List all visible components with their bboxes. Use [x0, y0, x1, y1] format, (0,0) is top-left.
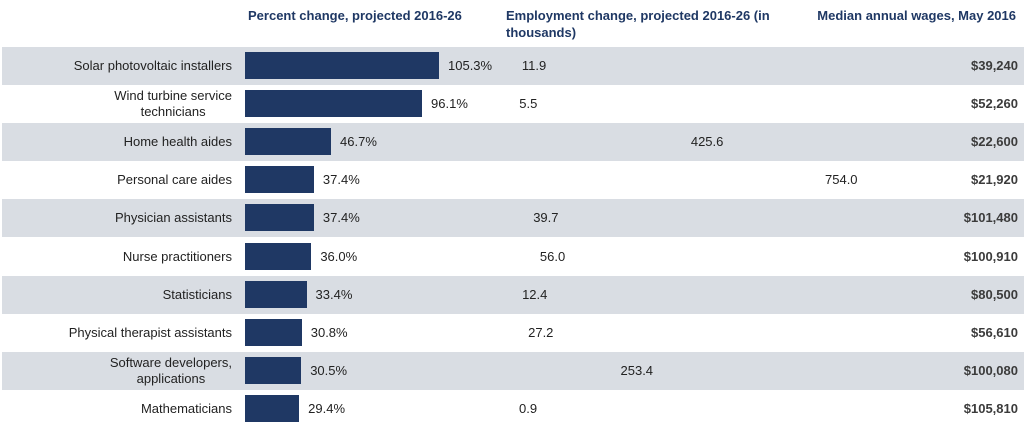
- median-wage-value: $100,080: [963, 362, 1018, 378]
- employment-change-label: 12.4: [522, 286, 548, 302]
- percent-change-label: 37.4%: [322, 172, 360, 188]
- employment-change-label: 754.0: [825, 172, 858, 188]
- chart-row: Mathematicians 29.4% 0.9 $105,810: [2, 390, 1024, 428]
- employment-change-label: 11.9: [521, 58, 547, 73]
- median-wage-value: $105,810: [963, 400, 1018, 416]
- median-wage-value: $100,910: [963, 248, 1018, 264]
- chart-row: Solar photovoltaic installers 105.3% 11.9 $…: [2, 47, 1024, 85]
- percent-change-label: 36.0%: [320, 248, 358, 264]
- percent-change-bar: [245, 90, 423, 118]
- percent-change-bar: [245, 52, 439, 79]
- percent-change-bar: [245, 242, 312, 270]
- category-label: Mathematicians: [140, 400, 232, 416]
- median-wage-value: $21,920: [971, 172, 1018, 188]
- chart-row: Nurse practitioners 36.0% 56.0 $100,910: [2, 238, 1024, 276]
- median-wage-value: $22,600: [971, 134, 1018, 150]
- percent-change-label: 105.3%: [448, 58, 493, 73]
- category-label: Physical therapist assistants: [68, 324, 232, 340]
- employment-change-label: 5.5: [519, 96, 538, 112]
- percent-change-label: 30.5%: [310, 362, 348, 378]
- median-wage-value: $52,260: [971, 96, 1018, 112]
- category-label: Personal care aides: [117, 172, 232, 188]
- employment-change-label: 39.7: [533, 210, 559, 226]
- percent-change-label: 37.4%: [322, 210, 360, 226]
- percent-change-bar: [245, 318, 302, 346]
- chart-row: Physical therapist assistants 30.8% 27.2 $5…: [2, 314, 1024, 352]
- median-wage-value: $56,610: [971, 324, 1018, 340]
- employment-change-label: 0.9: [519, 400, 538, 416]
- percent-change-label: 29.4%: [308, 400, 346, 416]
- percent-change-bar: [245, 128, 332, 156]
- category-label: Statisticians: [162, 286, 232, 302]
- category-label: Solar photovoltaic installers: [73, 58, 232, 73]
- median-wages-header: Median annual wages, May 2016: [817, 8, 1016, 23]
- category-label: Nurse practitioners: [122, 248, 232, 264]
- chart-row: Physician assistants 37.4% 39.7 $101,480: [2, 199, 1024, 238]
- percent-change-bar: [245, 394, 300, 422]
- chart-row: Personal care aides 37.4% 754.0 $21,920: [2, 161, 1024, 199]
- employment-change-label: 425.6: [690, 134, 724, 150]
- chart-row: Wind turbine service technicians 96.1% 5.5 $…: [2, 85, 1024, 123]
- median-wage-value: $101,480: [963, 210, 1018, 226]
- percent-change-bar: [245, 356, 302, 384]
- chart-row: Software developers, applications 30.5% 253…: [2, 351, 1024, 390]
- percent-change-label: 33.4%: [315, 286, 353, 302]
- category-label: Wind turbine service technicians: [114, 88, 232, 120]
- percent-change-bar: [245, 280, 307, 308]
- percent-change-header: Percent change, projected 2016-26: [248, 8, 462, 23]
- employment-change-label: 253.4: [620, 362, 654, 378]
- percent-change-label: 96.1%: [431, 96, 468, 112]
- percent-change-label: 46.7%: [340, 134, 377, 150]
- percent-change-bar: [245, 166, 314, 194]
- percent-change-bar: [245, 204, 314, 232]
- category-label: Home health aides: [123, 134, 232, 150]
- percent-change-label: 30.8%: [310, 324, 348, 340]
- category-label: Physician assistants: [114, 210, 232, 226]
- category-label: Software developers, applications: [109, 354, 232, 386]
- chart-row: Statisticians 33.4% 12.4 $80,500: [2, 275, 1024, 314]
- median-wage-value: $39,240: [971, 58, 1018, 73]
- chart-row: Home health aides 46.7% 425.6 $22,600: [2, 123, 1024, 162]
- median-wage-value: $80,500: [971, 286, 1018, 302]
- employment-change-label: 56.0: [539, 248, 566, 264]
- employment-change-label: 27.2: [528, 324, 554, 340]
- employment-change-header: Employment change, projected 2016-26 (in…: [506, 8, 770, 40]
